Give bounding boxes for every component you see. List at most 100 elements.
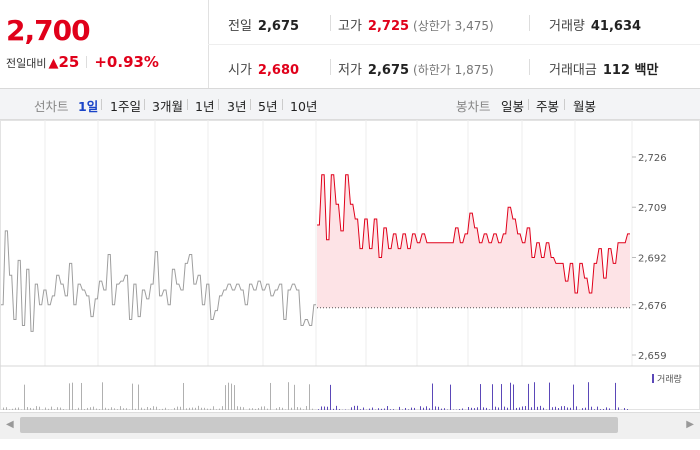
volume-bar	[15, 407, 16, 410]
volume-bar	[234, 385, 235, 410]
stat-high: 고가 2,725 (상한가 3,475)	[338, 15, 494, 34]
volume-bar	[564, 406, 565, 410]
divider	[330, 59, 331, 75]
volume-bar	[405, 407, 406, 410]
volume-bar	[138, 384, 139, 410]
volume-bar	[144, 408, 145, 410]
period-1d[interactable]: 1일	[78, 99, 99, 114]
series-line-current	[317, 174, 630, 294]
volume-bar	[507, 407, 508, 410]
period-1w[interactable]: 1주일	[110, 99, 141, 114]
volume-bar	[174, 407, 175, 410]
volume-bar	[549, 382, 550, 410]
volume-bar	[567, 407, 568, 410]
volume-bar	[369, 408, 370, 410]
volume-bar	[90, 407, 91, 410]
scroll-right-icon[interactable]: ▶	[686, 419, 694, 430]
volume-bar	[495, 406, 496, 410]
volume-bar	[414, 407, 415, 410]
divider	[218, 99, 219, 110]
volume-bar	[54, 409, 55, 410]
candle-weekly[interactable]: 주봉	[536, 99, 560, 114]
scroll-left-icon[interactable]: ◀	[6, 419, 14, 430]
volume-bar	[555, 406, 556, 410]
volume-bar	[309, 384, 310, 410]
volume-bar	[243, 407, 244, 410]
chart-toolbar: 선차트 1일 1주일 3개월 1년 3년 5년 10년 봉차트 일봉 주봉 월봉	[0, 89, 700, 120]
volume-bar	[207, 408, 208, 410]
volume-bar	[483, 407, 484, 410]
volume-bar	[435, 406, 436, 410]
volume-bar	[525, 406, 526, 410]
period-3y[interactable]: 3년	[227, 99, 247, 114]
divider	[529, 15, 530, 31]
volume-bar	[69, 383, 70, 410]
stat-volume: 거래량 41,634	[549, 15, 641, 34]
period-5y[interactable]: 5년	[258, 99, 278, 114]
volume-bar	[126, 408, 127, 410]
volume-bar	[270, 382, 271, 410]
y-tick-label: 2,692	[638, 253, 667, 264]
volume-bar	[441, 408, 442, 410]
volume-bar	[84, 409, 85, 410]
volume-bar	[384, 408, 385, 410]
period-1y[interactable]: 1년	[195, 99, 215, 114]
volume-bar	[249, 408, 250, 410]
volume-bar	[609, 408, 610, 410]
stat-value: 2,680	[257, 63, 300, 78]
y-tick-label: 2,659	[638, 351, 667, 362]
period-10y[interactable]: 10년	[290, 99, 318, 114]
candle-daily[interactable]: 일봉	[501, 99, 525, 114]
volume-bar	[111, 407, 112, 410]
volume-bar	[378, 408, 379, 410]
volume-bar	[48, 408, 49, 410]
volume-bar	[363, 407, 364, 410]
divider	[101, 99, 102, 110]
volume-bar	[264, 406, 265, 410]
volume-bar	[504, 406, 505, 410]
volume-bar	[357, 405, 358, 410]
y-tick-label: 2,709	[638, 203, 667, 214]
volume-bar	[219, 408, 220, 410]
y-tick-label: 2,676	[638, 301, 667, 312]
volume-bar	[186, 408, 187, 410]
volume-bar	[162, 408, 163, 410]
volume-bar	[522, 406, 523, 410]
divider	[208, 44, 700, 45]
volume-bar	[552, 407, 553, 410]
volume-bar	[255, 408, 256, 410]
scrollbar-thumb[interactable]	[20, 417, 618, 433]
volume-bar	[459, 409, 460, 410]
volume-bar	[117, 409, 118, 410]
volume-bar	[387, 406, 388, 410]
volume-bar	[231, 383, 232, 410]
volume-bar	[540, 405, 541, 410]
stat-key: 거래량	[549, 19, 585, 34]
candle-chart-label: 봉차트	[456, 99, 491, 114]
volume-bar	[558, 408, 559, 410]
volume-bar	[513, 384, 514, 410]
volume-bar	[165, 407, 166, 410]
candle-monthly[interactable]: 월봉	[573, 99, 597, 114]
chart-scrollbar[interactable]: ◀ ▶	[0, 412, 700, 439]
volume-bar	[432, 383, 433, 410]
volume-bar	[12, 408, 13, 410]
volume-bar	[444, 408, 445, 410]
volume-bar	[450, 384, 451, 410]
volume-bar	[78, 407, 79, 410]
price-box: 2,700 전일대비 ▲25 +0.93%	[0, 0, 209, 88]
volume-bar	[327, 406, 328, 410]
volume-bar	[618, 407, 619, 410]
volume-bar	[210, 408, 211, 410]
change-label: 전일대비	[6, 57, 47, 70]
volume-bar	[135, 408, 136, 410]
stat-key: 전일	[228, 19, 252, 34]
period-3m[interactable]: 3개월	[152, 99, 183, 114]
stat-value: 2,675	[257, 19, 300, 34]
volume-bar	[291, 407, 292, 410]
volume-bar	[393, 409, 394, 410]
volume-bar	[324, 406, 325, 410]
volume-bar	[624, 408, 625, 410]
volume-bar	[471, 407, 472, 410]
volume-bar	[153, 406, 154, 410]
